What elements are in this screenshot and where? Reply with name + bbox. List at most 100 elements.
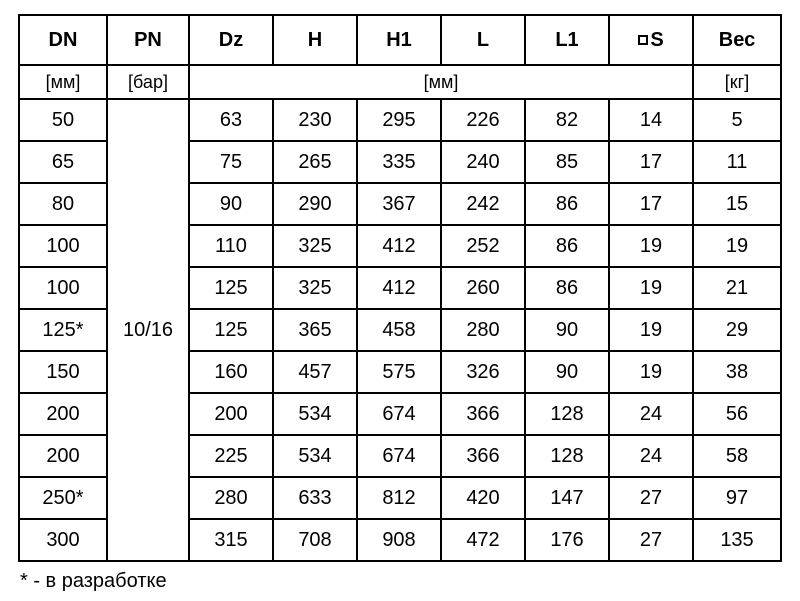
col-header: L xyxy=(441,15,525,65)
cell: 15 xyxy=(693,183,781,225)
cell: 90 xyxy=(525,351,609,393)
cell: 128 xyxy=(525,393,609,435)
cell: 50 xyxy=(19,99,107,141)
cell: 412 xyxy=(357,267,441,309)
cell: 325 xyxy=(273,225,357,267)
spec-table: DNPNDzHH1LL1SВес [мм] [бар] [мм] [кг] 50… xyxy=(18,14,782,562)
unit-dn: [мм] xyxy=(19,65,107,99)
cell: 82 xyxy=(525,99,609,141)
pn-merged-cell: 10/16 xyxy=(107,99,189,561)
cell: 19 xyxy=(609,351,693,393)
cell: 65 xyxy=(19,141,107,183)
cell: 5 xyxy=(693,99,781,141)
cell: 97 xyxy=(693,477,781,519)
col-header: Dz xyxy=(189,15,273,65)
cell: 458 xyxy=(357,309,441,351)
cell: 160 xyxy=(189,351,273,393)
cell: 326 xyxy=(441,351,525,393)
cell: 200 xyxy=(19,393,107,435)
cell: 86 xyxy=(525,267,609,309)
cell: 575 xyxy=(357,351,441,393)
cell: 252 xyxy=(441,225,525,267)
cell: 29 xyxy=(693,309,781,351)
cell: 908 xyxy=(357,519,441,561)
cell: 24 xyxy=(609,393,693,435)
cell: 230 xyxy=(273,99,357,141)
cell: 335 xyxy=(357,141,441,183)
cell: 24 xyxy=(609,435,693,477)
cell: 708 xyxy=(273,519,357,561)
cell: 674 xyxy=(357,435,441,477)
cell: 86 xyxy=(525,183,609,225)
col-header: DN xyxy=(19,15,107,65)
cell: 534 xyxy=(273,393,357,435)
col-header: Вес xyxy=(693,15,781,65)
cell: 100 xyxy=(19,267,107,309)
cell: 242 xyxy=(441,183,525,225)
cell: 85 xyxy=(525,141,609,183)
cell: 457 xyxy=(273,351,357,393)
cell: 58 xyxy=(693,435,781,477)
cell: 225 xyxy=(189,435,273,477)
cell: 11 xyxy=(693,141,781,183)
cell: 325 xyxy=(273,267,357,309)
cell: 176 xyxy=(525,519,609,561)
cell: 147 xyxy=(525,477,609,519)
header-row: DNPNDzHH1LL1SВес xyxy=(19,15,781,65)
cell: 367 xyxy=(357,183,441,225)
cell: 90 xyxy=(189,183,273,225)
cell: 200 xyxy=(19,435,107,477)
cell: 812 xyxy=(357,477,441,519)
cell: 19 xyxy=(609,267,693,309)
cell: 19 xyxy=(609,309,693,351)
cell: 110 xyxy=(189,225,273,267)
cell: 125* xyxy=(19,309,107,351)
unit-pn: [бар] xyxy=(107,65,189,99)
cell: 128 xyxy=(525,435,609,477)
cell: 38 xyxy=(693,351,781,393)
cell: 19 xyxy=(693,225,781,267)
cell: 125 xyxy=(189,267,273,309)
table-container: DNPNDzHH1LL1SВес [мм] [бар] [мм] [кг] 50… xyxy=(0,0,800,601)
cell: 633 xyxy=(273,477,357,519)
cell: 90 xyxy=(525,309,609,351)
cell: 290 xyxy=(273,183,357,225)
cell: 365 xyxy=(273,309,357,351)
footnote: * - в разработке xyxy=(18,570,782,593)
col-header: H xyxy=(273,15,357,65)
cell: 100 xyxy=(19,225,107,267)
cell: 27 xyxy=(609,477,693,519)
cell: 366 xyxy=(441,393,525,435)
cell: 21 xyxy=(693,267,781,309)
cell: 63 xyxy=(189,99,273,141)
cell: 240 xyxy=(441,141,525,183)
cell: 135 xyxy=(693,519,781,561)
cell: 472 xyxy=(441,519,525,561)
cell: 56 xyxy=(693,393,781,435)
cell: 86 xyxy=(525,225,609,267)
col-header: H1 xyxy=(357,15,441,65)
unit-mid: [мм] xyxy=(189,65,693,99)
cell: 280 xyxy=(441,309,525,351)
unit-ves: [кг] xyxy=(693,65,781,99)
cell: 366 xyxy=(441,435,525,477)
cell: 17 xyxy=(609,141,693,183)
cell: 14 xyxy=(609,99,693,141)
cell: 226 xyxy=(441,99,525,141)
cell: 300 xyxy=(19,519,107,561)
cell: 280 xyxy=(189,477,273,519)
square-icon xyxy=(638,35,648,45)
cell: 200 xyxy=(189,393,273,435)
cell: 265 xyxy=(273,141,357,183)
cell: 250* xyxy=(19,477,107,519)
cell: 19 xyxy=(609,225,693,267)
cell: 80 xyxy=(19,183,107,225)
units-row: [мм] [бар] [мм] [кг] xyxy=(19,65,781,99)
table-row: 5010/166323029522682145 xyxy=(19,99,781,141)
table-head: DNPNDzHH1LL1SВес xyxy=(19,15,781,65)
cell: 17 xyxy=(609,183,693,225)
cell: 315 xyxy=(189,519,273,561)
units-body: [мм] [бар] [мм] [кг] xyxy=(19,65,781,99)
cell: 75 xyxy=(189,141,273,183)
col-header: PN xyxy=(107,15,189,65)
